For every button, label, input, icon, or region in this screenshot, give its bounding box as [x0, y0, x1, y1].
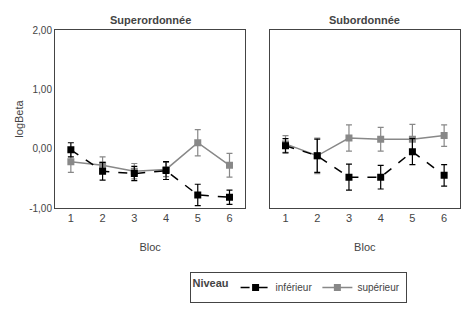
svg-text:Bloc: Bloc — [354, 241, 376, 253]
svg-text:Niveau: Niveau — [193, 277, 229, 289]
svg-text:Subordonnée: Subordonnée — [329, 14, 400, 26]
svg-text:1: 1 — [68, 212, 74, 224]
svg-text:4: 4 — [163, 212, 169, 224]
svg-text:-1,00: -1,00 — [29, 203, 52, 214]
svg-text:4: 4 — [378, 212, 384, 224]
svg-text:Bloc: Bloc — [139, 241, 161, 253]
svg-text:Superordonnée: Superordonnée — [110, 14, 191, 26]
svg-text:1: 1 — [282, 212, 288, 224]
svg-text:2,00: 2,00 — [33, 25, 53, 36]
svg-text:0,00: 0,00 — [33, 143, 53, 154]
svg-text:3: 3 — [131, 212, 137, 224]
svg-text:inférieur: inférieur — [276, 282, 313, 293]
svg-text:2: 2 — [100, 212, 106, 224]
svg-text:logBeta: logBeta — [13, 99, 25, 137]
svg-text:supérieur: supérieur — [357, 282, 399, 293]
svg-text:3: 3 — [346, 212, 352, 224]
svg-text:6: 6 — [441, 212, 447, 224]
svg-text:5: 5 — [195, 212, 201, 224]
svg-text:2: 2 — [314, 212, 320, 224]
svg-text:1,00: 1,00 — [33, 84, 53, 95]
svg-text:6: 6 — [226, 212, 232, 224]
svg-text:5: 5 — [409, 212, 415, 224]
